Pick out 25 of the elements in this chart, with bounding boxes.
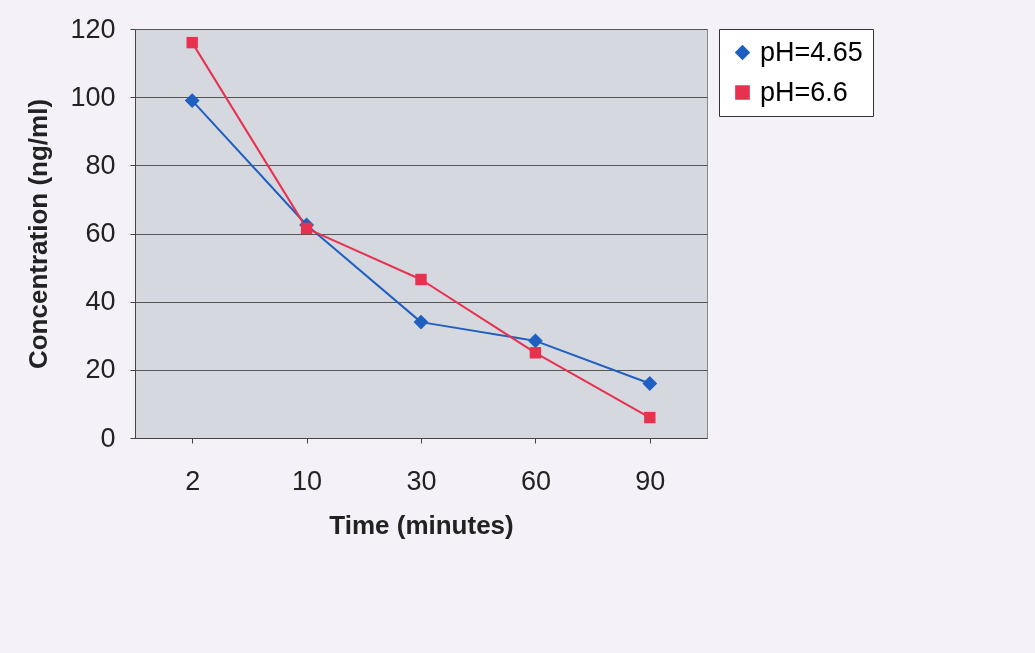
x-tick-label: 2 bbox=[185, 465, 201, 496]
point bbox=[184, 93, 200, 108]
x-axis-title: Time (minutes) bbox=[329, 509, 514, 540]
point bbox=[413, 314, 429, 330]
point bbox=[186, 36, 198, 49]
point bbox=[527, 333, 543, 349]
y-tick-label: 100 bbox=[70, 81, 116, 112]
point bbox=[642, 376, 658, 391]
point bbox=[415, 273, 427, 286]
y-tick-label: 60 bbox=[85, 218, 116, 248]
point bbox=[644, 411, 656, 424]
y-tick-label: 120 bbox=[70, 13, 116, 44]
y-axis-title: Concentration (ng/ml) bbox=[23, 98, 54, 370]
x-tick-label: 60 bbox=[520, 465, 551, 496]
y-tick-label: 80 bbox=[85, 149, 116, 180]
legend-label: pH=6.6 bbox=[760, 76, 848, 107]
legend-label: pH=4.65 bbox=[760, 36, 863, 67]
x-tick-label: 10 bbox=[292, 465, 323, 496]
x-tick-label: 30 bbox=[406, 465, 437, 496]
point bbox=[529, 347, 542, 359]
x-tick-label: 90 bbox=[635, 465, 666, 496]
y-tick-label: 20 bbox=[85, 354, 116, 385]
y-tick-label: 0 bbox=[100, 422, 116, 453]
point bbox=[300, 222, 313, 235]
y-tick-label: 40 bbox=[85, 286, 116, 317]
